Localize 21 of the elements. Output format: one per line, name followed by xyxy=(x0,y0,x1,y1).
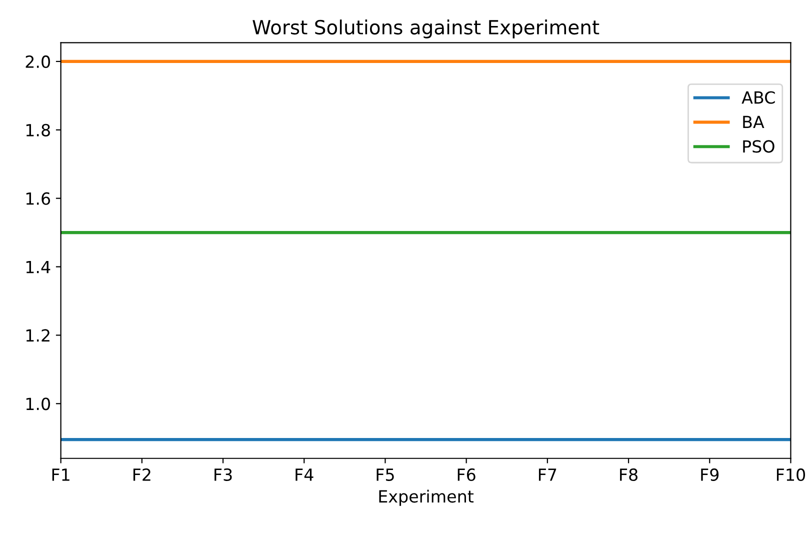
y-tick-label: 2.0 xyxy=(26,55,50,68)
x-tick-label: F3 xyxy=(214,468,232,482)
legend-label: PSO xyxy=(743,140,774,153)
legend-label: ABC xyxy=(742,91,775,104)
x-tick-label: F4 xyxy=(296,468,314,481)
x-axis-title: Experiment xyxy=(379,490,474,506)
x-tick-label: F10 xyxy=(776,468,806,482)
x-tick-label: F5 xyxy=(376,468,394,482)
x-tick-label: F9 xyxy=(701,468,719,482)
y-tick-label: 1.8 xyxy=(26,124,50,136)
x-tick-label: F2 xyxy=(133,468,150,481)
y-tick-label: 1.0 xyxy=(26,398,50,410)
y-tick-label: 1.4 xyxy=(26,260,50,274)
x-tick-label: F8 xyxy=(620,468,638,482)
x-tick-label: F1 xyxy=(52,468,70,481)
x-tick-label: F7 xyxy=(538,468,556,481)
y-tick-label: 1.6 xyxy=(26,192,50,205)
chart-title: Worst Solutions against Experiment xyxy=(252,20,600,38)
legend-label: BA xyxy=(743,116,764,128)
y-tick-label: 1.2 xyxy=(26,329,50,342)
x-tick-label: F6 xyxy=(458,468,476,482)
